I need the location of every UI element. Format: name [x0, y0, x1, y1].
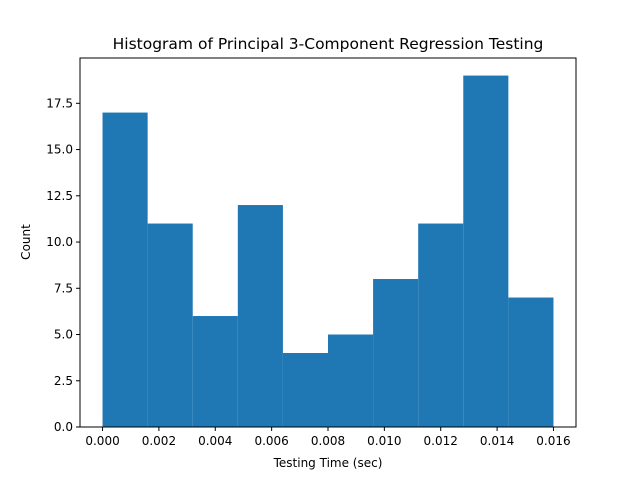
y-axis: 0.0 2.5 5.0 7.5 10.0 12.5 15.0 17.5	[46, 96, 80, 434]
x-tick-label: 0.012	[424, 434, 458, 448]
histogram-bar-9	[463, 75, 509, 428]
x-tick-label: 0.014	[480, 434, 514, 448]
y-tick-label: 10.0	[46, 235, 73, 249]
x-tick-label: 0.002	[142, 434, 176, 448]
y-tick-label: 12.5	[46, 189, 73, 203]
x-tick-label: 0.016	[536, 434, 570, 448]
chart-title: Histogram of Principal 3-Component Regre…	[113, 35, 544, 53]
histogram-bar-4	[237, 205, 283, 427]
x-tick-label: 0.004	[198, 434, 232, 448]
histogram-bar-8	[418, 223, 464, 427]
histogram-bar-3	[192, 316, 238, 427]
y-tick-label: 2.5	[54, 374, 73, 388]
histogram-bar-5	[282, 353, 328, 427]
histogram-bar-2	[147, 223, 193, 427]
histogram-bar-7	[373, 279, 419, 427]
x-axis: 0.000 0.002 0.004 0.006 0.008 0.010 0.012 0.014…	[85, 427, 571, 448]
histogram-bar-1	[102, 112, 148, 428]
y-axis-label: Count	[19, 224, 33, 260]
x-tick-label: 0.000	[85, 434, 119, 448]
y-tick-label: 17.5	[46, 96, 73, 110]
x-tick-label: 0.008	[311, 434, 345, 448]
x-tick-label: 0.006	[254, 434, 288, 448]
y-tick-label: 15.0	[46, 143, 73, 157]
histogram-bar-10	[508, 297, 554, 427]
y-tick-label: 7.5	[54, 281, 73, 295]
y-tick-label: 0.0	[54, 420, 73, 434]
bars-group	[102, 75, 554, 428]
x-tick-label: 0.010	[367, 434, 401, 448]
x-axis-label: Testing Time (sec)	[273, 456, 383, 470]
histogram-bar-6	[328, 334, 374, 427]
y-tick-label: 5.0	[54, 328, 73, 342]
